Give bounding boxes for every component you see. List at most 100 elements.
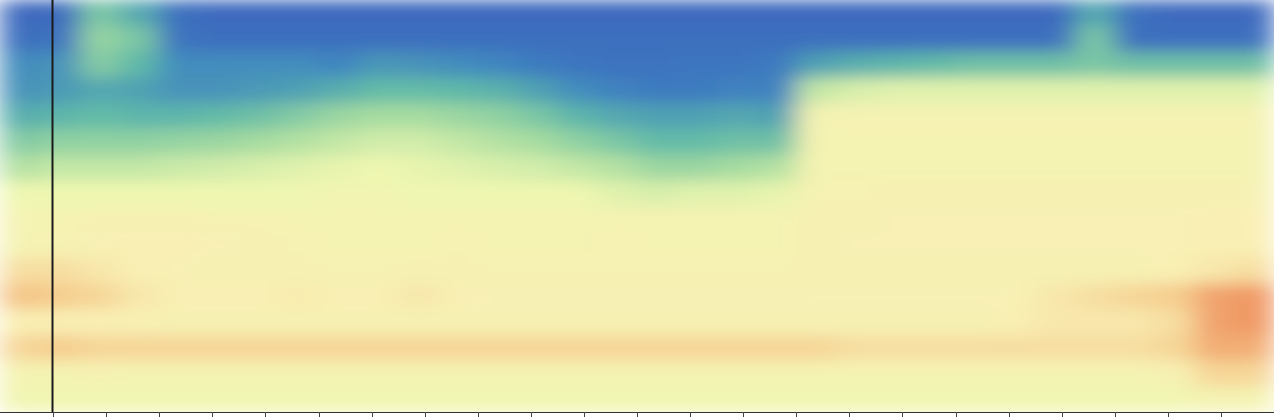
cell xyxy=(159,206,199,232)
cell xyxy=(398,283,438,309)
cell xyxy=(159,52,199,78)
cell xyxy=(119,283,159,309)
cell xyxy=(159,129,199,155)
cell xyxy=(1155,129,1195,155)
cell xyxy=(1075,335,1115,361)
cell xyxy=(159,103,199,129)
cell xyxy=(398,77,438,103)
cell xyxy=(80,103,120,129)
cell xyxy=(478,232,518,258)
cell xyxy=(1075,155,1115,181)
cell xyxy=(478,77,518,103)
cell xyxy=(119,386,159,412)
cell xyxy=(717,180,757,206)
cell xyxy=(279,232,319,258)
cell xyxy=(80,335,120,361)
cell xyxy=(358,283,398,309)
cell xyxy=(796,129,836,155)
cell xyxy=(1234,232,1274,258)
cell xyxy=(1194,232,1234,258)
cell xyxy=(80,361,120,387)
cell xyxy=(398,129,438,155)
cell xyxy=(239,129,279,155)
cell xyxy=(756,206,796,232)
cell xyxy=(557,26,597,52)
x-tick xyxy=(1115,412,1116,417)
cell xyxy=(1194,258,1234,284)
cell xyxy=(916,26,956,52)
cell xyxy=(597,180,637,206)
cell xyxy=(398,335,438,361)
cell xyxy=(756,26,796,52)
cell xyxy=(677,283,717,309)
cell xyxy=(358,180,398,206)
cell xyxy=(478,283,518,309)
cell xyxy=(995,232,1035,258)
cell xyxy=(1035,77,1075,103)
cell xyxy=(398,361,438,387)
cell xyxy=(80,206,120,232)
cell xyxy=(756,283,796,309)
cell xyxy=(159,258,199,284)
cell xyxy=(478,52,518,78)
cell xyxy=(1155,206,1195,232)
cell xyxy=(398,309,438,335)
cell xyxy=(40,361,80,387)
cell xyxy=(1035,361,1075,387)
cell xyxy=(279,283,319,309)
cell xyxy=(478,206,518,232)
cell xyxy=(1234,26,1274,52)
cell xyxy=(1075,26,1115,52)
cell xyxy=(0,180,40,206)
cell xyxy=(677,155,717,181)
cell xyxy=(557,309,597,335)
cell xyxy=(478,258,518,284)
cell xyxy=(239,335,279,361)
cell xyxy=(677,52,717,78)
cell xyxy=(80,309,120,335)
cell xyxy=(1035,52,1075,78)
x-tick xyxy=(584,412,585,417)
cell xyxy=(119,258,159,284)
cell xyxy=(518,103,558,129)
cell xyxy=(1115,258,1155,284)
cell xyxy=(597,26,637,52)
cell xyxy=(1115,335,1155,361)
cell xyxy=(1035,386,1075,412)
cell xyxy=(836,103,876,129)
cell xyxy=(597,258,637,284)
cell xyxy=(199,258,239,284)
cell xyxy=(199,386,239,412)
cell xyxy=(319,386,359,412)
cell xyxy=(796,77,836,103)
cell xyxy=(557,129,597,155)
cell xyxy=(1194,206,1234,232)
cell xyxy=(597,206,637,232)
x-tick xyxy=(956,412,957,417)
cell xyxy=(1115,309,1155,335)
cell xyxy=(796,103,836,129)
cell xyxy=(438,52,478,78)
cell xyxy=(159,335,199,361)
cell xyxy=(916,155,956,181)
cell xyxy=(0,26,40,52)
cell xyxy=(1115,361,1155,387)
cell xyxy=(956,0,996,26)
cell xyxy=(956,129,996,155)
cell xyxy=(279,258,319,284)
cell xyxy=(1194,129,1234,155)
cell xyxy=(358,258,398,284)
cell xyxy=(279,180,319,206)
cell xyxy=(796,26,836,52)
spectrogram xyxy=(0,0,1274,417)
cell xyxy=(956,386,996,412)
cell xyxy=(1155,26,1195,52)
cell xyxy=(518,232,558,258)
cell xyxy=(40,77,80,103)
x-tick xyxy=(53,412,54,417)
cell xyxy=(478,309,518,335)
cell xyxy=(836,26,876,52)
cell xyxy=(916,335,956,361)
cell xyxy=(956,77,996,103)
cell xyxy=(677,258,717,284)
